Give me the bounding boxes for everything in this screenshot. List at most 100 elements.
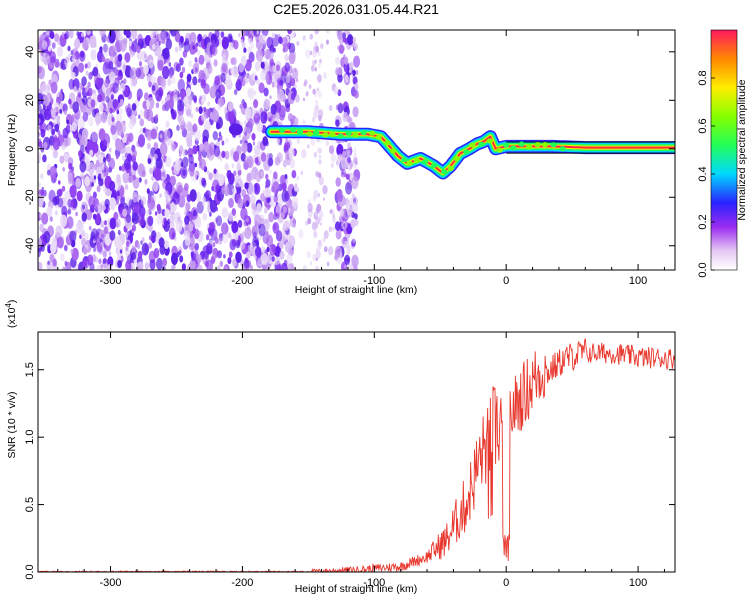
y-tick-label: -40 [24, 238, 36, 254]
noise-speck [116, 109, 120, 115]
noise-speck [38, 247, 41, 258]
noise-speck [177, 216, 181, 222]
noise-speck [148, 81, 152, 88]
noise-speck [79, 82, 83, 90]
noise-speck [109, 180, 116, 192]
noise-speck [186, 108, 192, 117]
noise-speck [85, 70, 89, 76]
noise-speck [287, 30, 292, 35]
noise-speck [266, 36, 274, 49]
ridge-spot [329, 131, 336, 138]
noise-speck [295, 94, 300, 103]
ridge-spot [352, 132, 359, 138]
noise-speck [171, 143, 176, 152]
noise-speck [211, 45, 218, 56]
noise-speck [247, 182, 255, 196]
noise-speck [80, 137, 85, 146]
noise-speck [123, 60, 127, 65]
noise-speck [317, 193, 321, 198]
noise-speck [95, 159, 100, 167]
noise-speck [100, 220, 105, 229]
noise-speck [267, 253, 274, 265]
noise-speck [188, 60, 193, 68]
noise-speck [128, 120, 134, 130]
noise-speck [302, 119, 306, 125]
x-tick-label: -300 [100, 577, 122, 589]
noise-speck [337, 45, 340, 50]
noise-speck [287, 146, 295, 159]
noise-speck [82, 204, 86, 210]
noise-speck [220, 31, 225, 38]
noise-speck [88, 72, 93, 80]
noise-speck [103, 157, 107, 163]
noise-speck [251, 133, 256, 141]
x-tick-label: -200 [231, 275, 253, 287]
noise-speck [314, 104, 320, 113]
noise-speck [202, 196, 206, 204]
noise-speck [231, 208, 236, 216]
noise-speck [273, 194, 278, 203]
noise-speck [141, 170, 146, 178]
noise-speck [38, 141, 43, 148]
noise-speck [90, 228, 99, 241]
ridge-spot [503, 142, 510, 148]
noise-speck [165, 156, 172, 168]
noise-speck [253, 182, 261, 195]
noise-speck [197, 49, 201, 56]
noise-speck [223, 264, 230, 270]
noise-speck [349, 62, 353, 69]
noise-speck [199, 143, 204, 152]
noise-speck [320, 43, 324, 50]
noise-speck [290, 78, 296, 87]
noise-speck [203, 141, 210, 153]
noise-speck [68, 78, 75, 90]
noise-speck [49, 165, 57, 179]
noise-speck [352, 76, 358, 85]
noise-speck [58, 188, 63, 197]
noise-speck [117, 259, 122, 269]
noise-speck [49, 51, 56, 63]
noise-speck [189, 259, 196, 270]
noise-speck [131, 245, 137, 254]
noise-speck [106, 87, 111, 97]
noise-speck [318, 159, 322, 165]
noise-speck [86, 140, 95, 154]
noise-speck [147, 215, 154, 227]
noise-speck [124, 158, 131, 171]
noise-speck [253, 99, 259, 109]
noise-speck [92, 66, 99, 77]
noise-speck [104, 220, 107, 226]
noise-speck [164, 190, 169, 199]
noise-speck [346, 209, 350, 216]
snr-multiplier-exponent: 4 [4, 303, 13, 308]
noise-speck [277, 263, 281, 270]
noise-speck [271, 256, 275, 262]
noise-speck [216, 122, 220, 130]
noise-speck [178, 114, 185, 126]
noise-speck [149, 259, 156, 270]
noise-speck [277, 138, 281, 144]
noise-speck [233, 40, 239, 50]
noise-speck [103, 226, 109, 235]
noise-speck [304, 79, 308, 86]
noise-speck [260, 111, 268, 124]
noise-speck [351, 176, 359, 190]
noise-speck [243, 120, 247, 126]
noise-speck [182, 149, 187, 157]
noise-speck [312, 194, 317, 202]
noise-speck [207, 65, 213, 74]
noise-speck [239, 30, 242, 35]
noise-speck [146, 210, 150, 216]
noise-speck [96, 185, 101, 193]
noise-speck [243, 126, 251, 140]
noise-speck [47, 124, 52, 133]
noise-speck [47, 85, 50, 90]
noise-speck [228, 197, 234, 209]
noise-speck [330, 153, 336, 163]
noise-speck [126, 240, 130, 247]
noise-speck [285, 150, 290, 159]
noise-speck [132, 149, 137, 158]
noise-speck [99, 30, 106, 38]
noise-speck [218, 97, 224, 108]
